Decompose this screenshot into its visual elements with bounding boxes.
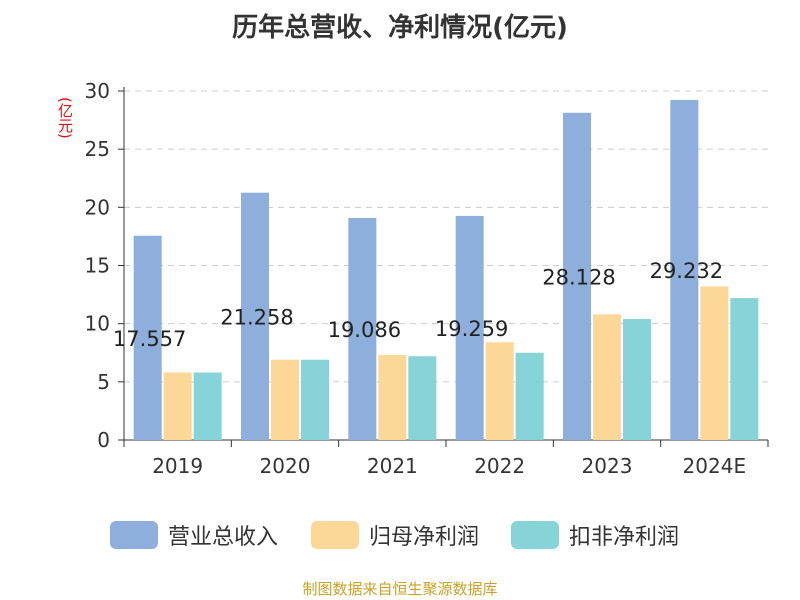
- data-label: 19.259: [435, 317, 508, 341]
- bar: [515, 352, 544, 440]
- data-label: 29.232: [650, 259, 723, 283]
- y-tick-label: 5: [97, 370, 110, 394]
- legend-item[interactable]: 归母净利润: [311, 517, 479, 553]
- bar: [623, 319, 651, 440]
- legend: 营业总收入 归母净利润 扣非净利润: [0, 517, 800, 557]
- bar: [730, 298, 759, 440]
- bar: [670, 99, 699, 441]
- legend-swatch: [110, 521, 158, 549]
- bar: [455, 215, 484, 440]
- legend-swatch: [511, 521, 559, 549]
- bar: [485, 342, 514, 440]
- x-tick-label: 2023: [582, 454, 633, 478]
- bar: [301, 359, 329, 440]
- bar: [193, 372, 222, 440]
- y-tick-label: 10: [85, 312, 110, 336]
- x-tick-label: 2022: [474, 454, 525, 478]
- bar: [563, 112, 591, 441]
- y-tick-label: 20: [85, 195, 110, 219]
- x-tick-label: 2019: [152, 454, 203, 478]
- y-axis-unit-label: (亿元): [56, 97, 74, 139]
- legend-label: 营业总收入: [168, 525, 279, 550]
- data-label: 21.258: [220, 305, 293, 329]
- legend-label: 归母净利润: [369, 525, 480, 550]
- bar: [408, 356, 437, 440]
- bar: [271, 359, 299, 440]
- legend-item[interactable]: 扣非净利润: [511, 517, 679, 553]
- x-tick-label: 2020: [260, 454, 311, 478]
- y-tick-label: 25: [85, 137, 110, 161]
- legend-label: 扣非净利润: [569, 525, 680, 550]
- bar: [241, 192, 269, 440]
- bar: [133, 235, 162, 440]
- bar: [593, 314, 621, 440]
- data-label: 17.557: [113, 327, 186, 351]
- data-label: 19.086: [328, 318, 401, 342]
- bar: [163, 372, 192, 440]
- y-tick-label: 0: [97, 428, 110, 452]
- bar: [700, 286, 729, 440]
- y-tick-label: 15: [85, 254, 110, 278]
- y-tick-label: 30: [85, 79, 110, 103]
- x-tick-label: 2021: [367, 454, 418, 478]
- bar: [348, 217, 377, 440]
- x-tick-label: 2024E: [683, 454, 747, 478]
- chart-title: 历年总营收、净利情况(亿元): [232, 13, 568, 43]
- bar: [378, 355, 407, 440]
- source-note: 制图数据来自恒生聚源数据库: [302, 580, 498, 598]
- legend-swatch: [311, 521, 359, 549]
- data-label: 28.128: [542, 265, 615, 289]
- legend-item[interactable]: 营业总收入: [110, 517, 278, 553]
